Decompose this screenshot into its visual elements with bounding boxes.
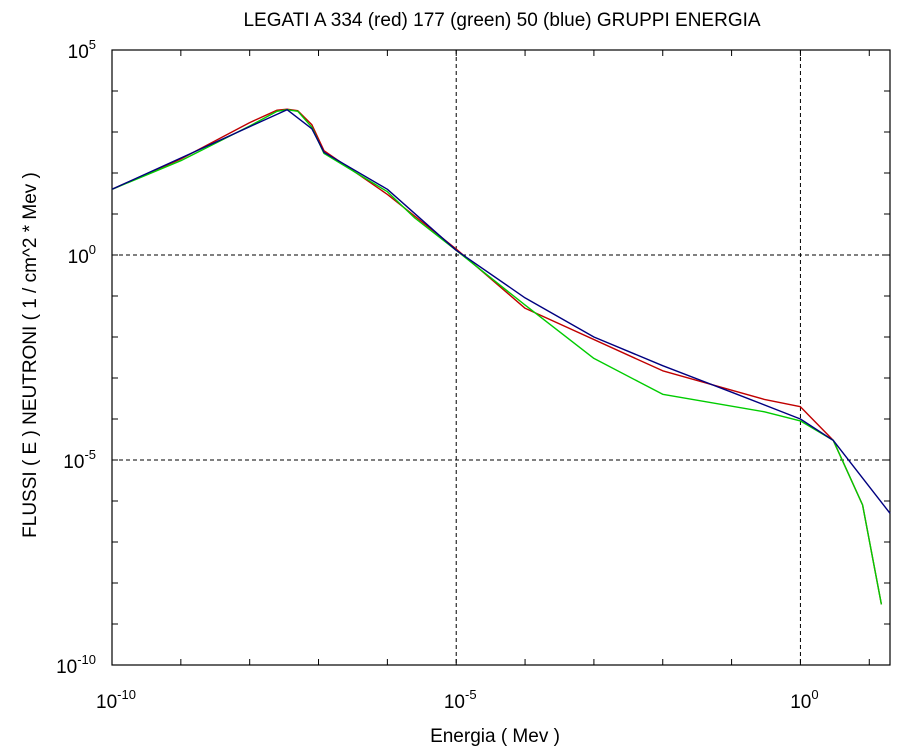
chart-title: LEGATI A 334 (red) 177 (green) 50 (blue)… (243, 10, 760, 31)
series-line-334 (111, 108, 883, 605)
axis-ticks (111, 49, 890, 666)
x-axis-label: Energia ( Mev ) (430, 726, 560, 747)
tick-label: 100 (790, 687, 818, 713)
tick-label: 10-10 (56, 652, 96, 678)
tick-exponent: -10 (117, 687, 136, 702)
tick-exponent: -5 (84, 447, 96, 462)
tick-label: 100 (68, 242, 96, 268)
plot-frame (111, 49, 891, 666)
tick-label: 105 (68, 37, 96, 63)
tick-base: 10 (68, 42, 89, 63)
x-tick-labels: 10-10 10-5 100 (96, 687, 819, 713)
tick-exponent: 5 (89, 37, 96, 52)
y-axis-label: FLUSSI ( E ) NEUTRONI ( 1 / cm^2 * Mev ) (20, 172, 41, 538)
tick-label: 10-10 (96, 687, 136, 713)
tick-base: 10 (96, 692, 117, 713)
tick-label: 10-5 (63, 447, 96, 473)
tick-base: 10 (63, 452, 84, 473)
tick-exponent: 0 (89, 242, 96, 257)
tick-base: 10 (444, 692, 465, 713)
tick-label: 10-5 (444, 687, 477, 713)
tick-base: 10 (56, 657, 77, 678)
series-lines (111, 108, 891, 605)
tick-base: 10 (68, 247, 89, 268)
tick-exponent: 0 (811, 687, 818, 702)
tick-exponent: -5 (465, 687, 477, 702)
series-line-50 (111, 109, 891, 514)
tick-base: 10 (790, 692, 811, 713)
grid-lines (112, 50, 890, 665)
series-line-177 (111, 109, 883, 605)
tick-exponent: -10 (77, 652, 96, 667)
